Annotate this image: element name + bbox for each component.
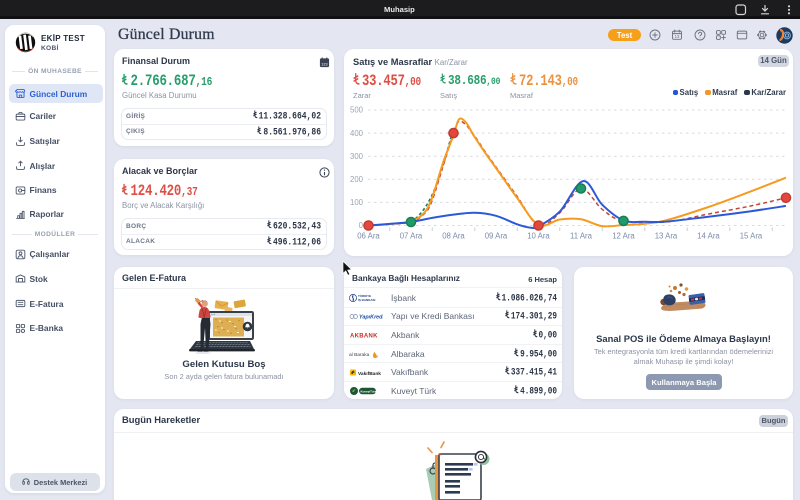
svg-text:12 Ara: 12 Ara: [612, 232, 635, 241]
svg-text:13 Ara: 13 Ara: [655, 232, 678, 241]
svg-text:07 Ara: 07 Ara: [400, 232, 423, 241]
svg-text:08 Ara: 08 Ara: [442, 232, 465, 241]
svg-text:14 Ara: 14 Ara: [697, 232, 720, 241]
svg-text:15 Ara: 15 Ara: [740, 232, 763, 241]
svg-text:AKBANK: AKBANK: [350, 333, 378, 339]
svg-text:al Baraka: al Baraka: [349, 352, 370, 358]
svg-text:YapıKredi: YapıKredi: [359, 314, 383, 320]
svg-text:09 Ara: 09 Ara: [485, 232, 508, 241]
svg-text:13: 13: [675, 34, 680, 39]
svg-text:0: 0: [359, 221, 364, 230]
svg-text:İŞ BANKASI: İŞ BANKASI: [358, 297, 376, 302]
svg-text:200: 200: [350, 175, 364, 184]
svg-text:VakıfBank: VakıfBank: [358, 370, 381, 376]
svg-text:10 Ara: 10 Ara: [527, 232, 550, 241]
svg-text:11 Ara: 11 Ara: [570, 232, 593, 241]
svg-text:100: 100: [350, 198, 364, 207]
svg-text:TÜRKİYE: TÜRKİYE: [358, 293, 371, 298]
svg-text:500: 500: [350, 106, 364, 115]
svg-text:300: 300: [350, 152, 364, 161]
svg-text:400: 400: [350, 129, 364, 138]
svg-text:KuveytTürk: KuveytTürk: [361, 390, 377, 394]
svg-text:123: 123: [321, 62, 327, 66]
svg-text:06 Ara: 06 Ara: [357, 232, 380, 241]
